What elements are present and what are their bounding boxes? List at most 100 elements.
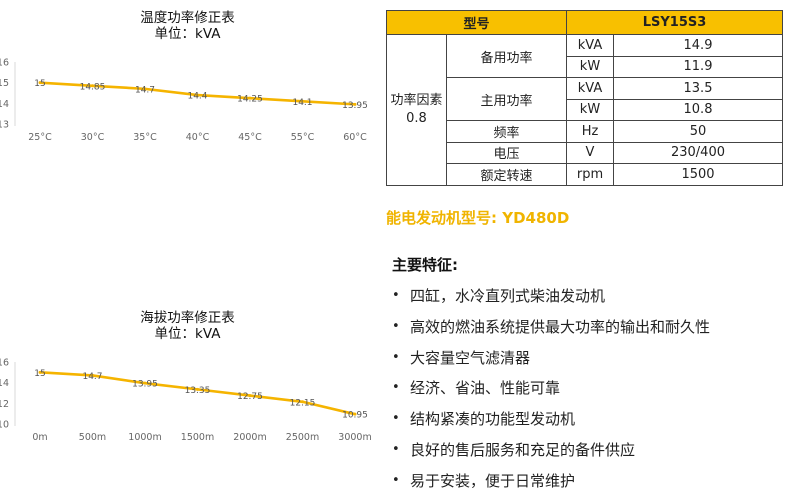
voltage-unit: V bbox=[566, 141, 614, 164]
prime-power-label: 主用功率 bbox=[446, 77, 567, 121]
table-row: 主用功率 kVA 13.5 bbox=[387, 77, 783, 121]
feature-text: 易于安装，便于日常维护 bbox=[410, 471, 576, 490]
features-heading: 主要特征: bbox=[392, 256, 458, 274]
data-label: 15 bbox=[34, 79, 45, 89]
standby-kva-unit: kVA bbox=[566, 34, 614, 57]
data-point bbox=[301, 99, 304, 103]
data-point bbox=[143, 381, 147, 385]
data-label: 14.25 bbox=[237, 95, 263, 105]
x-tick-label: 1000m bbox=[128, 432, 161, 443]
x-tick-label: 60°C bbox=[343, 132, 367, 143]
model-header: 型号 bbox=[386, 10, 567, 35]
list-item: • 高效的燃油系统提供最大功率的输出和耐久性 bbox=[392, 312, 710, 343]
bullet-icon: • bbox=[392, 288, 400, 303]
data-point bbox=[196, 387, 199, 391]
table-row: 频率 Hz 50 bbox=[387, 120, 783, 143]
speed-value: 1500 bbox=[613, 163, 783, 186]
bullet-icon: • bbox=[392, 349, 400, 365]
y-tick-label: 10 bbox=[0, 420, 9, 431]
frequency-unit: Hz bbox=[566, 120, 614, 143]
list-item: • 易于安装，便于日常维护 bbox=[392, 466, 710, 493]
feature-text: 经济、省油、性能可靠 bbox=[410, 379, 561, 398]
power-factor-value: 0.8 bbox=[406, 110, 427, 126]
table-row: 功率因素 0.8 备用功率 kVA 14.9 bbox=[386, 34, 783, 186]
y-tick-label: 13 bbox=[0, 120, 9, 131]
prime-kw-value: 10.8 bbox=[613, 98, 783, 121]
x-tick-label: 55°C bbox=[291, 132, 315, 143]
data-point bbox=[248, 394, 252, 398]
power-factor-label: 功率因素 bbox=[390, 92, 443, 108]
list-item: • 经济、省油、性能可靠 bbox=[392, 373, 710, 404]
speed-label: 额定转速 bbox=[446, 163, 567, 186]
x-tick-label: 35°C bbox=[133, 132, 157, 143]
temperature-chart-unit: 单位：kVA bbox=[154, 26, 221, 42]
data-point bbox=[353, 102, 357, 106]
data-point bbox=[353, 412, 357, 416]
x-tick-label: 30°C bbox=[81, 132, 105, 143]
x-tick-label: 0m bbox=[32, 432, 47, 443]
x-tick-label: 25°C bbox=[28, 132, 52, 143]
data-label: 12.75 bbox=[237, 392, 263, 402]
prime-kw-unit: kW bbox=[566, 98, 614, 121]
voltage-value: 230/400 bbox=[613, 141, 783, 164]
y-tick-label: 16 bbox=[0, 58, 9, 69]
standby-kw-unit: kW bbox=[566, 55, 614, 78]
data-label: 14.7 bbox=[82, 372, 102, 382]
altitude-chart: 海拔功率修正表 单位：kVA 16 14 12 10 0m 500m 1000m 1500m 2… bbox=[0, 300, 375, 450]
data-label: 14.4 bbox=[187, 92, 207, 102]
speed-unit: rpm bbox=[566, 163, 614, 186]
feature-text: 四缸，水冷直列式柴油发动机 bbox=[410, 287, 606, 305]
bullet-icon: • bbox=[392, 411, 400, 427]
table-row: 额定转速 rpm 1500 bbox=[387, 163, 783, 186]
feature-text: 大容量空气滤清器 bbox=[410, 348, 531, 367]
data-label: 13.95 bbox=[132, 380, 158, 390]
standby-power-label: 备用功率 bbox=[446, 34, 567, 78]
feature-text: 高效的燃油系统提供最大功率的输出和耐久性 bbox=[410, 317, 711, 336]
x-tick-label: 2500m bbox=[286, 432, 319, 443]
x-tick-label: 500m bbox=[79, 432, 106, 443]
data-label: 13.35 bbox=[185, 386, 211, 396]
temperature-chart-title: 温度功率修正表 bbox=[140, 10, 235, 26]
altitude-chart-plot: 16 14 12 10 0m 500m 1000m 1500m 2000m 2500m 3000m 1… bbox=[0, 358, 372, 444]
data-point bbox=[38, 81, 42, 85]
table-row: 电压 V 230/400 bbox=[387, 141, 783, 164]
frequency-value: 50 bbox=[613, 120, 783, 143]
list-item: • 结构紧凑的功能型发动机 bbox=[392, 404, 710, 435]
altitude-chart-unit: 单位：kVA bbox=[154, 326, 221, 342]
x-tick-label: 2000m bbox=[233, 432, 266, 443]
data-label: 12.15 bbox=[290, 398, 316, 408]
list-item: • 良好的售后服务和充足的备件供应 bbox=[392, 435, 710, 466]
bullet-icon: • bbox=[392, 380, 400, 396]
data-label: 14.85 bbox=[80, 82, 106, 92]
temperature-chart-plot: 16 15 14 13 25°C 30°C 35°C 40°C 45°C 55°C 60°C 15 14… bbox=[0, 58, 368, 144]
data-point bbox=[143, 87, 147, 91]
data-label: 15 bbox=[34, 369, 45, 379]
feature-text: 结构紧凑的功能型发动机 bbox=[410, 410, 576, 429]
data-point bbox=[196, 93, 199, 97]
y-tick-label: 14 bbox=[0, 99, 9, 110]
prime-kva-unit: kVA bbox=[566, 77, 614, 100]
data-label: 10.95 bbox=[342, 411, 368, 421]
power-factor-cell: 功率因素 0.8 bbox=[386, 34, 447, 186]
features-list: • 四缸，水冷直列式柴油发动机 • 高效的燃油系统提供最大功率的输出和耐久性 • 大容量空… bbox=[392, 281, 710, 493]
y-tick-label: 14 bbox=[0, 378, 9, 389]
data-point bbox=[91, 84, 94, 88]
bullet-icon: • bbox=[392, 472, 400, 488]
model-value: LSY15S3 bbox=[566, 10, 783, 35]
engine-model: 能电发动机型号: YD480D bbox=[386, 209, 570, 227]
temperature-chart: 温度功率修正表 单位：kVA 16 15 14 13 25°C 30°C 35°C 40°C 4… bbox=[0, 0, 375, 150]
altitude-chart-title: 海拔功率修正表 bbox=[140, 310, 235, 326]
data-label: 14.7 bbox=[135, 85, 155, 95]
spec-header-row: 型号 LSY15S3 bbox=[386, 10, 783, 35]
x-tick-label: 1500m bbox=[181, 432, 214, 443]
y-tick-label: 16 bbox=[0, 358, 9, 369]
list-item: • 大容量空气滤清器 bbox=[392, 343, 710, 374]
data-point bbox=[248, 96, 252, 100]
prime-kva-value: 13.5 bbox=[613, 77, 783, 100]
data-point bbox=[38, 370, 42, 374]
list-item: • 四缸，水冷直列式柴油发动机 bbox=[392, 281, 710, 312]
x-tick-label: 45°C bbox=[238, 132, 262, 143]
x-tick-label: 40°C bbox=[186, 132, 210, 143]
feature-text: 良好的售后服务和充足的备件供应 bbox=[410, 440, 636, 459]
y-tick-label: 15 bbox=[0, 78, 9, 89]
